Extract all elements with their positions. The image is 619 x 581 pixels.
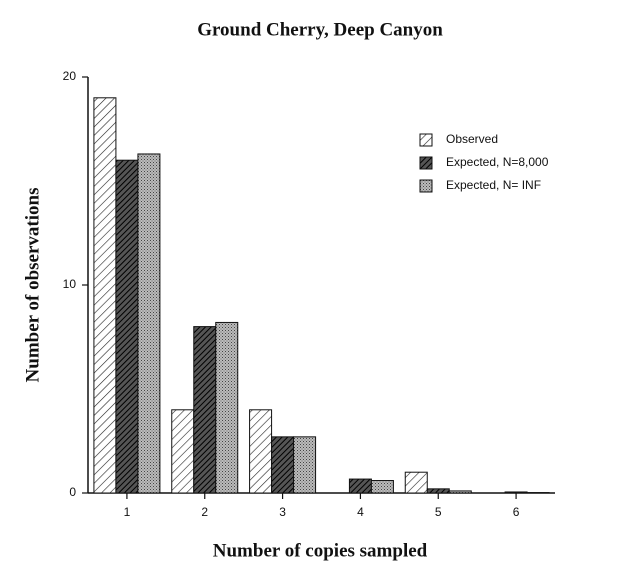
x-tick-label: 3 <box>279 505 286 519</box>
y-tick-label: 10 <box>63 277 77 291</box>
bar <box>404 471 428 494</box>
bar <box>215 321 239 494</box>
legend-swatch <box>419 179 433 193</box>
legend-swatch <box>419 133 433 147</box>
x-tick-label: 6 <box>513 505 520 519</box>
y-axis-label: Number of observations <box>22 188 43 383</box>
bar <box>426 488 450 494</box>
legend-label: Expected, N=8,000 <box>446 155 549 169</box>
bar <box>370 480 394 494</box>
x-tick-label: 2 <box>201 505 208 519</box>
bar <box>137 153 161 494</box>
y-tick-label: 0 <box>69 485 76 499</box>
legend-swatch <box>419 156 433 170</box>
y-tick-label: 20 <box>63 69 77 83</box>
legend-label: Observed <box>446 132 498 146</box>
chart-title: Ground Cherry, Deep Canyon <box>197 19 443 40</box>
bar <box>93 97 117 494</box>
bar <box>193 326 217 494</box>
x-tick-label: 1 <box>124 505 131 519</box>
bar <box>115 159 139 494</box>
bar <box>271 436 295 494</box>
legend-label: Expected, N= INF <box>446 178 541 192</box>
bar <box>249 409 273 494</box>
bar <box>348 478 372 494</box>
bar <box>504 491 528 494</box>
bar <box>293 436 317 494</box>
bar <box>448 490 472 494</box>
bar <box>171 409 195 494</box>
x-tick-label: 4 <box>357 505 364 519</box>
x-axis-label: Number of copies sampled <box>213 540 428 561</box>
x-tick-label: 5 <box>435 505 442 519</box>
